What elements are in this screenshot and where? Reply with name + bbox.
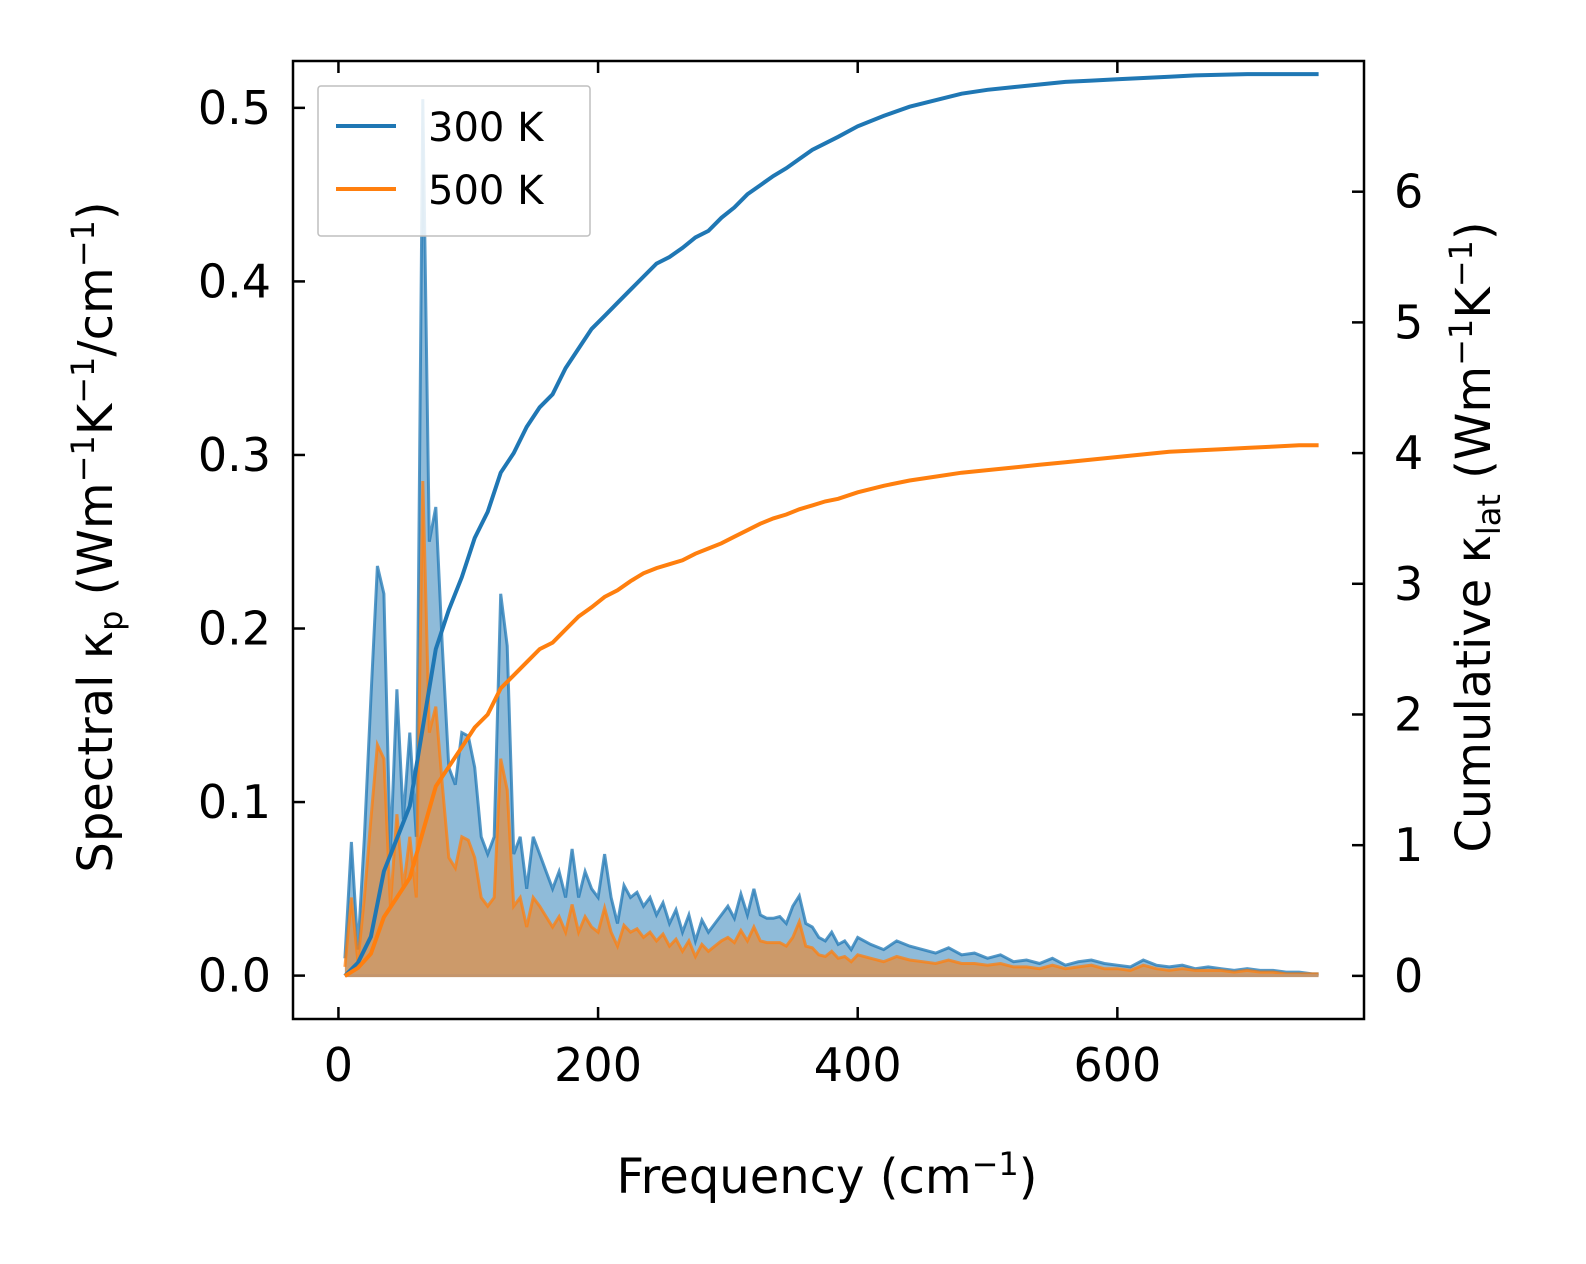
axis-ticks: 0 200 400 600 0.0 0.1 0.2 0.3 0.4 0.5 0 1 2 3 4 5 6 xyxy=(198,61,1423,1092)
y-tick-label-left: 0.5 xyxy=(198,81,271,135)
line-500-k-cumulative xyxy=(343,443,1319,978)
y-tick-label-left: 0.2 xyxy=(198,602,271,656)
y-axis-label-right: Cumulative κlat (Wm−1K−1) xyxy=(1442,221,1508,852)
spectrum-line-500k xyxy=(343,480,1319,976)
y-tick-label-left: 0.1 xyxy=(198,775,271,829)
y-axis-label-left: Spectral κp (Wm−1K−1/cm−1) xyxy=(64,201,130,872)
y-tick-label-right: 0 xyxy=(1394,949,1423,1003)
x-tick-label: 200 xyxy=(554,1038,642,1092)
y-tick-label-right: 2 xyxy=(1394,687,1423,741)
legend-label-300k: 300 K xyxy=(428,105,545,151)
y-tick-label-right: 6 xyxy=(1394,165,1423,219)
legend: 300 K 500 K xyxy=(317,85,591,237)
x-tick-label: 400 xyxy=(814,1038,902,1092)
spectrum-fills xyxy=(343,99,1319,978)
series-lines xyxy=(343,72,1319,978)
plot-frame xyxy=(291,59,1366,1021)
x-tick-label: 0 xyxy=(324,1038,353,1092)
legend-box xyxy=(317,85,591,237)
legend-label-500k: 500 K xyxy=(428,168,545,214)
fill-area-500k xyxy=(344,481,1319,976)
y-tick-label-left: 0.0 xyxy=(198,949,271,1003)
y-tick-label-left: 0.3 xyxy=(198,428,271,482)
line-300-k-cumulative xyxy=(343,72,1319,978)
x-axis-label: Frequency (cm−1) xyxy=(616,1145,1037,1205)
y-tick-label-right: 4 xyxy=(1394,426,1423,480)
y-tick-label-right: 3 xyxy=(1394,557,1423,611)
x-tick-label: 600 xyxy=(1073,1038,1161,1092)
y-tick-label-right: 5 xyxy=(1394,295,1423,349)
y-tick-label-left: 0.4 xyxy=(198,254,271,308)
spectrum-line-300k xyxy=(343,99,1319,976)
y-tick-label-right: 1 xyxy=(1394,818,1423,872)
